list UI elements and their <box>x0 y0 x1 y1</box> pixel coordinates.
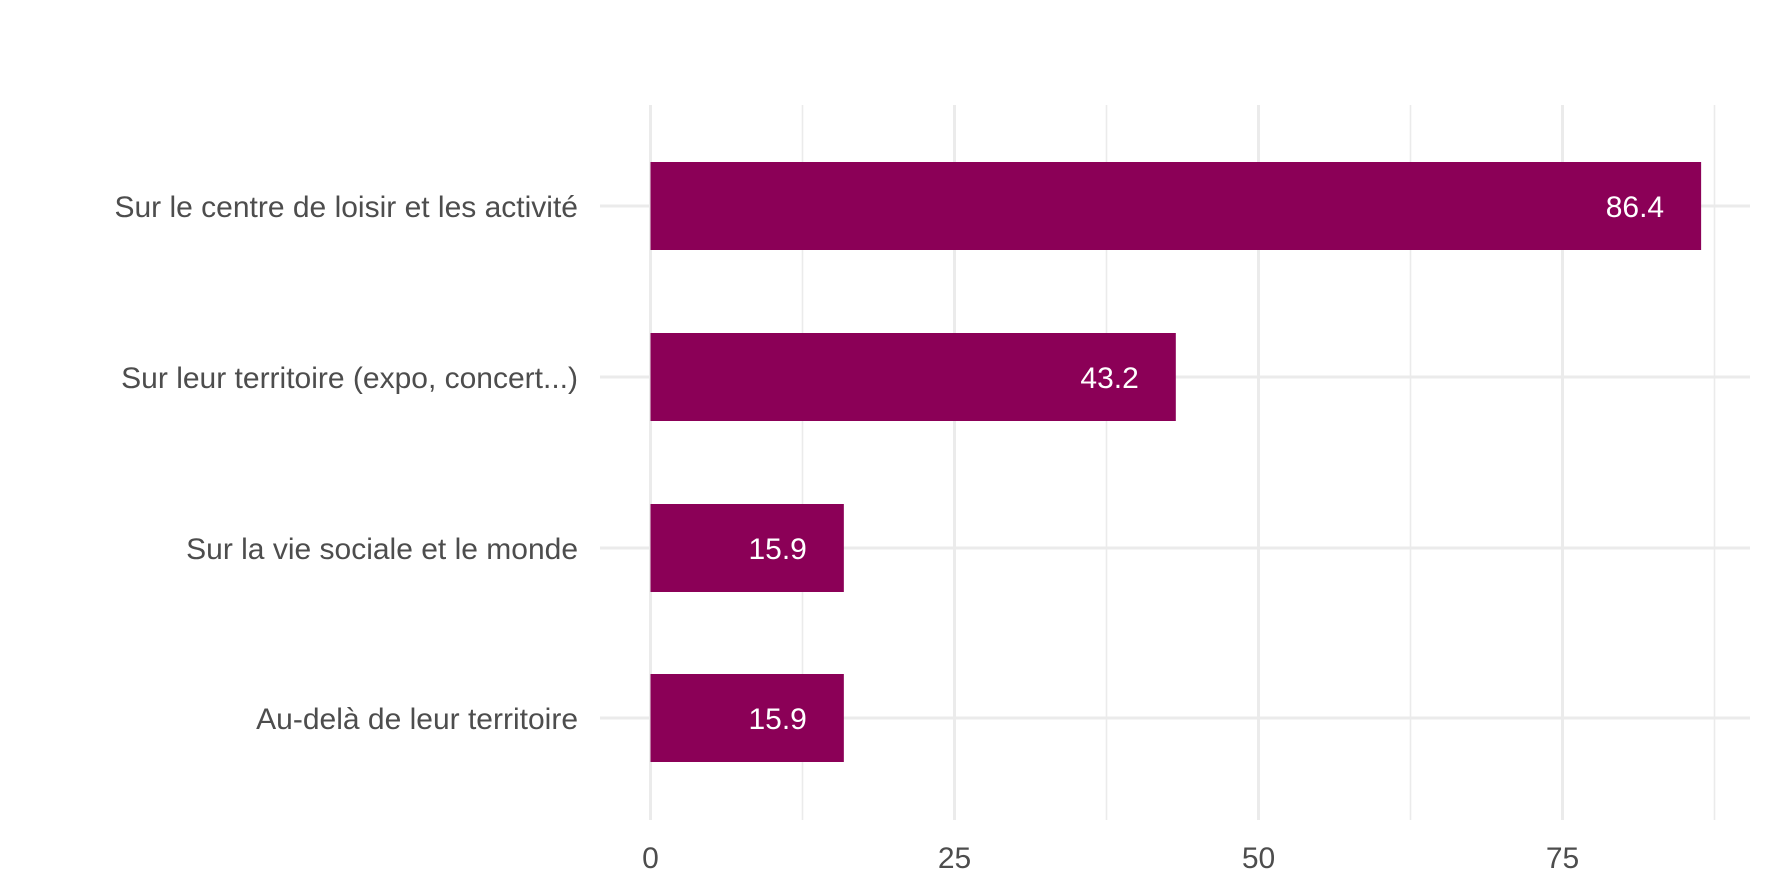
bar <box>650 674 844 762</box>
bar-value-label: 43.2 <box>1080 362 1138 395</box>
bar <box>650 162 1702 250</box>
bar-value-label: 15.9 <box>748 533 806 566</box>
x-tick-label: 75 <box>1546 842 1579 875</box>
bar-value-label: 86.4 <box>1606 191 1664 224</box>
bar-value-label: 15.9 <box>748 703 806 736</box>
x-tick-label: 0 <box>642 842 659 875</box>
category-label: Sur leur territoire (expo, concert...) <box>121 362 578 395</box>
bar <box>650 333 1176 421</box>
x-tick-label: 25 <box>938 842 971 875</box>
category-label: Sur le centre de loisir et les activité <box>114 191 578 224</box>
x-tick-label: 50 <box>1242 842 1275 875</box>
labels: 0 25 50 75 86.4 Sur le centre de loisir et le… <box>114 191 1664 875</box>
bars <box>650 162 1702 762</box>
category-label: Sur la vie sociale et le monde <box>186 533 578 566</box>
category-label: Au-delà de leur territoire <box>256 703 578 736</box>
bar <box>650 504 844 592</box>
